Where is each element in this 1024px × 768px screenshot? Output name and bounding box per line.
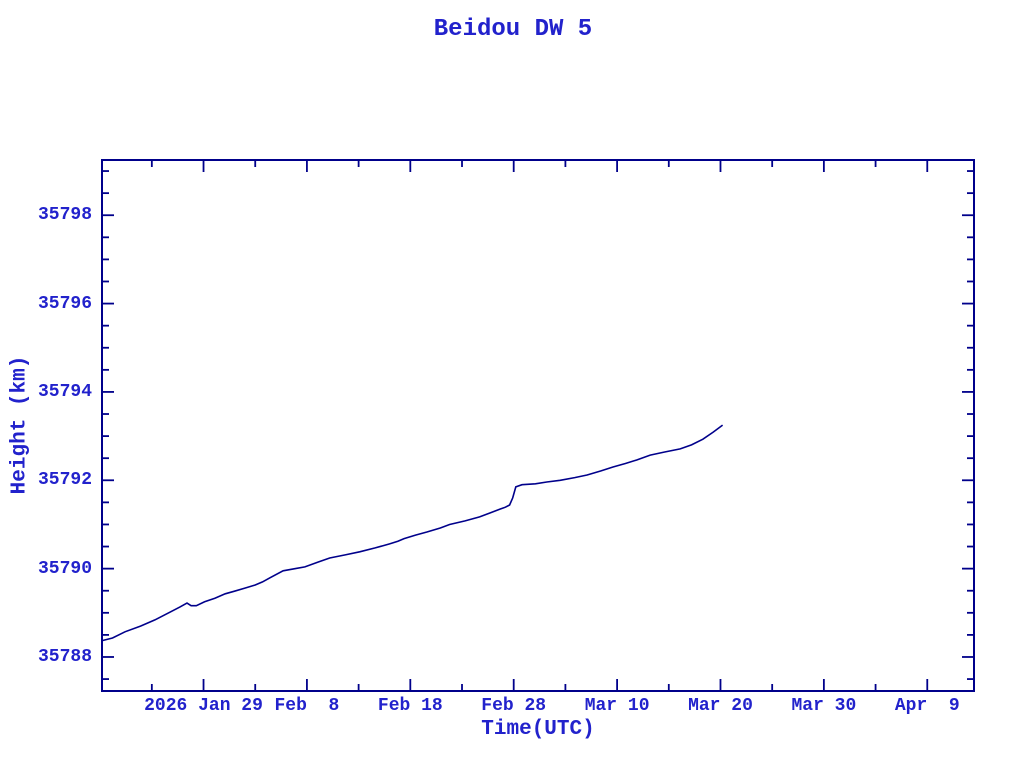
x-tick-label: Feb 8 <box>274 696 340 716</box>
x-tick-label: Mar 20 <box>688 696 753 716</box>
y-tick-label: 35788 <box>37 646 92 667</box>
x-tick-label: Mar 10 <box>584 696 650 716</box>
x-axis-label: Time(UTC) <box>481 718 595 741</box>
axis-ticks <box>102 160 974 691</box>
plot-frame <box>101 159 975 692</box>
plot-area <box>101 159 975 692</box>
y-tick-label: 35798 <box>37 205 92 226</box>
data-line <box>102 424 724 642</box>
y-tick-label: 35790 <box>37 558 92 579</box>
x-tick-label: Mar 30 <box>791 696 857 716</box>
x-tick-label: Apr 9 <box>894 696 960 716</box>
x-tick-label: 2026 Jan 29 <box>144 696 263 716</box>
y-tick-label: 35794 <box>37 381 92 402</box>
y-tick-label: 35792 <box>37 470 92 491</box>
y-tick-label: 35796 <box>37 293 92 314</box>
x-tick-label: Feb 18 <box>377 696 443 716</box>
x-tick-label: Feb 28 <box>481 696 547 716</box>
chart-title: Beidou DW 5 <box>433 16 593 43</box>
